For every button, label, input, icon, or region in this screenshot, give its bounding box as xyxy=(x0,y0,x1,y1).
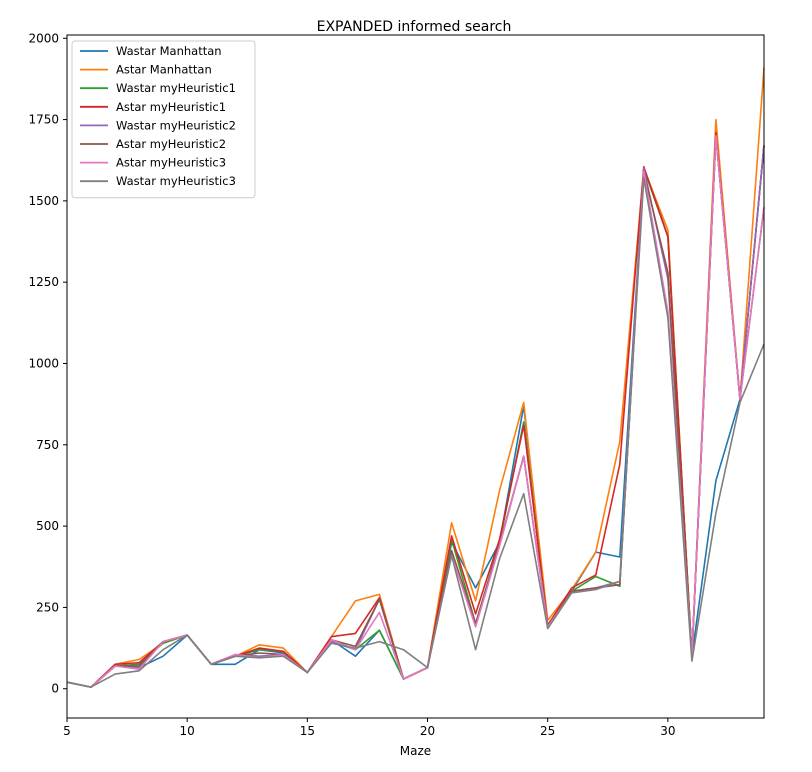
legend-label: Astar Manhattan xyxy=(116,63,212,77)
y-tick-label: 1500 xyxy=(28,194,59,208)
plot-frame xyxy=(66,34,765,719)
x-axis: 5 10 15 20 25 30 xyxy=(63,718,676,738)
plot-lines xyxy=(66,67,765,688)
legend-label: Wastar myHeuristic2 xyxy=(116,118,236,132)
legend-label: Astar myHeuristic1 xyxy=(116,100,226,114)
y-tick-label: 1250 xyxy=(28,275,59,289)
x-axis-label: Maze xyxy=(400,744,431,758)
series-line-wastar-myheuristic3 xyxy=(66,177,765,688)
legend: Wastar Manhattan Astar Manhattan Wastar my… xyxy=(71,40,256,199)
legend-label: Astar myHeuristic2 xyxy=(116,137,226,151)
x-tick-label: 30 xyxy=(660,724,675,738)
x-tick-label: 10 xyxy=(180,724,195,738)
y-tick-label: 2000 xyxy=(28,31,59,45)
y-tick-label: 250 xyxy=(36,600,59,614)
legend-label: Wastar myHeuristic1 xyxy=(116,81,236,95)
legend-label: Wastar Manhattan xyxy=(116,44,222,58)
x-tick-label: 20 xyxy=(420,724,435,738)
y-axis: 0 250 500 750 1000 1250 1500 1750 2000 xyxy=(28,31,67,696)
series-line-astar-myheuristic3 xyxy=(66,135,765,688)
y-tick-label: 1750 xyxy=(28,113,59,127)
x-tick-label: 5 xyxy=(63,724,71,738)
y-tick-label: 1000 xyxy=(28,356,59,370)
legend-label: Wastar myHeuristic3 xyxy=(116,174,236,188)
legend-box xyxy=(71,40,256,199)
y-tick-label: 0 xyxy=(51,682,59,696)
x-tick-label: 15 xyxy=(300,724,315,738)
chart-title: EXPANDED informed search xyxy=(317,19,512,35)
legend-label: Astar myHeuristic3 xyxy=(116,156,226,170)
x-tick-label: 25 xyxy=(540,724,555,738)
y-tick-label: 750 xyxy=(36,438,59,452)
y-tick-label: 500 xyxy=(36,519,59,533)
